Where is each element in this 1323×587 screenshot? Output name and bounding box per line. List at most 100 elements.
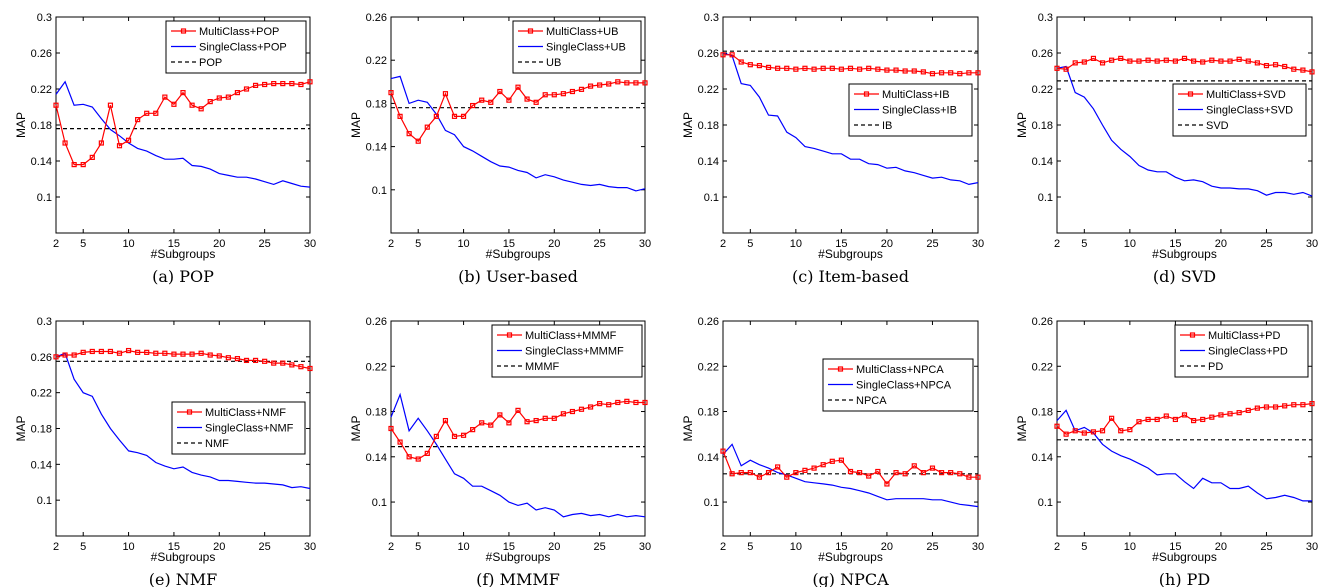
y-tick-label: 0.22 bbox=[1032, 361, 1053, 373]
data-point bbox=[162, 350, 168, 356]
data-point bbox=[847, 468, 854, 475]
data-point bbox=[460, 113, 467, 119]
x-tick-label: 10 bbox=[1124, 238, 1136, 250]
chart-panel-1: 2 5 10 15 20 25 300.10.140.180.220.260.3#Subgr… bbox=[14, 12, 316, 286]
data-point bbox=[524, 419, 530, 425]
data-point bbox=[1072, 428, 1078, 434]
data-point bbox=[957, 71, 963, 77]
data-point bbox=[388, 425, 394, 432]
data-point bbox=[729, 471, 735, 477]
data-point bbox=[1309, 69, 1315, 75]
data-point bbox=[1191, 417, 1197, 424]
data-point bbox=[307, 365, 313, 372]
x-tick-label: 15 bbox=[1169, 238, 1181, 250]
data-point bbox=[1136, 419, 1142, 425]
legend-label: MultiClass+SVD bbox=[1206, 89, 1286, 101]
data-point bbox=[433, 113, 439, 119]
x-tick-label: 5 bbox=[415, 238, 421, 250]
data-point bbox=[397, 439, 403, 445]
x-tick-label: 10 bbox=[1124, 541, 1136, 553]
data-point bbox=[1127, 58, 1133, 64]
x-tick-label: 10 bbox=[457, 238, 469, 250]
data-point bbox=[633, 80, 639, 86]
data-point bbox=[1227, 58, 1233, 64]
legend: MultiClass+MMMF SingleClass+MMMF MMMF bbox=[491, 324, 643, 378]
data-point bbox=[775, 65, 781, 71]
x-axis-label: #Subgroups bbox=[151, 247, 216, 261]
x-tick-label: 25 bbox=[1260, 541, 1272, 553]
data-point bbox=[857, 66, 863, 72]
x-tick-label: 5 bbox=[1081, 541, 1087, 553]
x-tick-label: 15 bbox=[168, 541, 180, 553]
x-tick-label: 30 bbox=[972, 541, 984, 553]
data-point bbox=[116, 143, 123, 149]
data-point bbox=[1154, 58, 1160, 64]
y-axis-label: MAP bbox=[14, 415, 28, 441]
data-point bbox=[271, 360, 277, 366]
data-point bbox=[802, 65, 808, 71]
data-point bbox=[153, 350, 159, 356]
data-point bbox=[884, 481, 890, 487]
y-tick-label: 0.26 bbox=[1032, 316, 1053, 328]
y-tick-label: 0.3 bbox=[37, 12, 52, 24]
legend-label: MultiClass+IB bbox=[882, 89, 950, 101]
x-tick-label: 5 bbox=[1081, 238, 1087, 250]
y-tick-label: 0.22 bbox=[366, 55, 387, 67]
x-tick-label: 2 bbox=[1054, 238, 1060, 250]
y-tick-label: 0.1 bbox=[37, 495, 52, 507]
x-tick-label: 10 bbox=[790, 238, 802, 250]
data-point bbox=[1254, 405, 1260, 411]
x-tick-label: 30 bbox=[972, 238, 984, 250]
x-axis-label: #Subgroups bbox=[1152, 247, 1217, 261]
x-axis-label: #Subgroups bbox=[486, 550, 551, 564]
chart-panel-6: 2 5 10 15 20 25 300.10.140.180.220.26#Subgroup… bbox=[349, 316, 651, 587]
x-tick-label: 20 bbox=[1215, 238, 1227, 250]
data-point bbox=[765, 64, 772, 71]
data-point bbox=[615, 79, 621, 85]
data-point bbox=[920, 470, 926, 476]
x-axis-label: #Subgroups bbox=[818, 247, 883, 261]
data-point bbox=[125, 347, 132, 354]
data-point bbox=[948, 70, 954, 76]
x-tick-label: 15 bbox=[835, 541, 847, 553]
x-tick-label: 5 bbox=[747, 238, 753, 250]
data-point bbox=[747, 470, 753, 476]
data-point bbox=[729, 52, 735, 58]
series-line-2 bbox=[55, 80, 311, 188]
x-tick-label: 25 bbox=[594, 238, 606, 250]
x-tick-label: 30 bbox=[639, 238, 651, 250]
data-point bbox=[451, 113, 458, 119]
data-point bbox=[98, 140, 104, 146]
x-tick-label: 20 bbox=[548, 541, 560, 553]
y-tick-label: 0.14 bbox=[366, 452, 387, 464]
data-point bbox=[89, 154, 95, 160]
series-line-1 bbox=[723, 54, 978, 75]
y-tick-label: 0.14 bbox=[366, 142, 387, 154]
data-point bbox=[966, 474, 972, 480]
data-point bbox=[89, 348, 95, 355]
y-tick-label: 0.3 bbox=[704, 12, 719, 24]
data-point bbox=[884, 67, 890, 73]
x-tick-label: 2 bbox=[53, 238, 59, 250]
legend-label: MMMF bbox=[525, 361, 559, 373]
y-tick-label: 0.14 bbox=[698, 156, 719, 168]
data-point bbox=[135, 349, 141, 355]
y-tick-label: 0.14 bbox=[698, 452, 719, 464]
data-point bbox=[1118, 428, 1124, 434]
data-point bbox=[624, 398, 630, 404]
series-line-1 bbox=[1056, 403, 1313, 435]
y-axis-label: MAP bbox=[1015, 415, 1029, 441]
legend-label: NPCA bbox=[856, 395, 887, 407]
data-point bbox=[938, 70, 945, 76]
legend-label: SingleClass+IB bbox=[882, 105, 957, 117]
data-point bbox=[911, 463, 917, 469]
y-axis-label: MAP bbox=[349, 415, 363, 441]
data-point bbox=[1245, 407, 1251, 413]
data-point bbox=[1063, 431, 1069, 437]
data-point bbox=[1209, 414, 1215, 420]
x-tick-label: 25 bbox=[926, 541, 938, 553]
data-point bbox=[62, 352, 68, 358]
legend-label: MultiClass+NPCA bbox=[856, 364, 944, 376]
legend-label: SingleClass+PD bbox=[1208, 346, 1288, 358]
y-tick-label: 0.18 bbox=[366, 407, 387, 419]
